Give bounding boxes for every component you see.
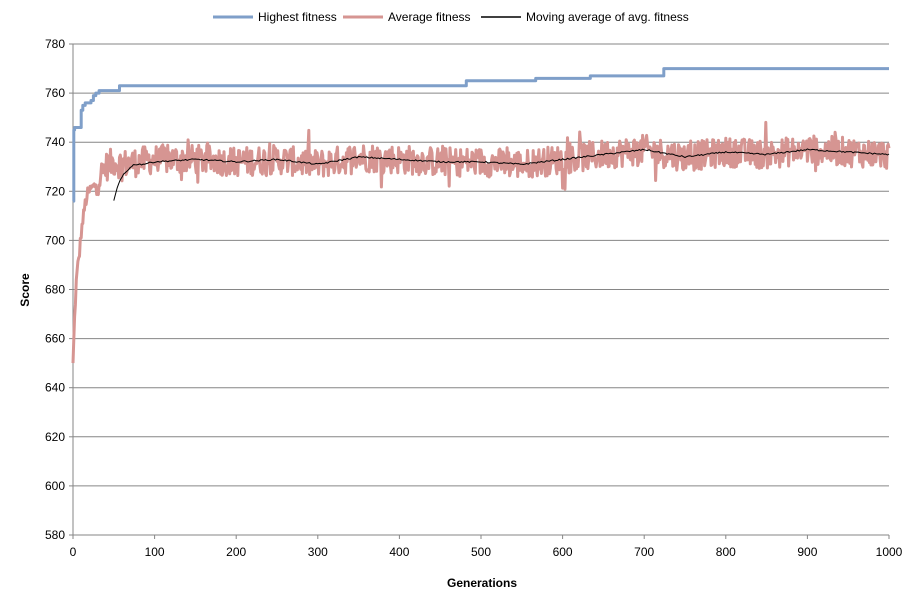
legend-item: Average fitness: [343, 10, 471, 24]
y-tick-label: 740: [45, 135, 65, 149]
legend-label: Moving average of avg. fitness: [526, 10, 689, 24]
y-tick-label: 720: [45, 184, 65, 198]
x-tick-label: 100: [145, 545, 165, 559]
series-layer: [71, 67, 891, 364]
axes: [69, 43, 890, 539]
x-tick-label: 300: [308, 545, 328, 559]
y-tick-label: 680: [45, 283, 65, 297]
y-tick-label: 760: [45, 86, 65, 100]
y-tick-label: 700: [45, 233, 65, 247]
x-tick-label: 1000: [876, 545, 903, 559]
y-tick-label: 780: [45, 37, 65, 51]
x-tick-label: 500: [471, 545, 491, 559]
legend-item: Highest fitness: [213, 10, 337, 24]
series-line-moving-average-of-avg-fitness: [113, 148, 890, 201]
series-line-highest-fitness: [72, 67, 889, 203]
legend-item: Moving average of avg. fitness: [481, 10, 689, 24]
legend: Highest fitness Average fitness Moving ave…: [213, 10, 689, 24]
x-tick-label: 400: [389, 545, 409, 559]
y-tick-label: 620: [45, 430, 65, 444]
tick-labels: 580 600 620 640 660 680 700 720 740 760 780 0 100 200…: [45, 37, 903, 559]
grid-lines: [73, 43, 889, 487]
y-tick-label: 640: [45, 381, 65, 395]
y-tick-label: 580: [45, 528, 65, 542]
legend-label: Highest fitness: [258, 10, 337, 24]
y-tick-label: 600: [45, 479, 65, 493]
y-tick-label: 660: [45, 332, 65, 346]
x-tick-label: 700: [634, 545, 654, 559]
x-tick-label: 200: [226, 545, 246, 559]
x-tick-label: 900: [797, 545, 817, 559]
x-tick-label: 600: [553, 545, 573, 559]
x-tick-label: 800: [716, 545, 736, 559]
y-axis-title: Score: [18, 273, 32, 307]
x-tick-label: 0: [70, 545, 77, 559]
legend-label: Average fitness: [388, 10, 471, 24]
series-line-average-fitness: [71, 120, 891, 364]
x-axis-title: Generations: [447, 576, 517, 590]
